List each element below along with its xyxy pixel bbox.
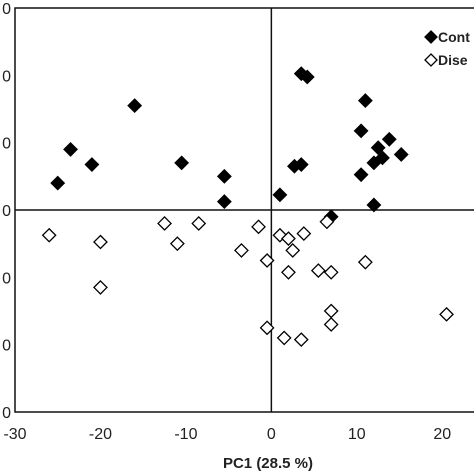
disease-data-point	[276, 330, 292, 346]
disease-data-point	[439, 306, 454, 322]
control-data-point	[375, 150, 390, 166]
disease-data-point	[319, 214, 335, 230]
y-tick-label: 0	[2, 136, 11, 153]
disease-data-point	[310, 263, 326, 279]
disease-data-point	[323, 317, 339, 332]
disease-data-point	[169, 236, 185, 252]
disease-data-point	[93, 234, 108, 250]
legend-label-disease: Dise	[438, 52, 468, 68]
control-data-point	[216, 168, 232, 184]
legend-label-control: Cont	[438, 29, 470, 45]
legend-diamond-filled	[424, 30, 438, 44]
y-tick-label: 0	[2, 270, 11, 287]
disease-data-point	[251, 219, 266, 235]
control-data-point	[381, 131, 397, 147]
x-axis-label: PC1 (28.5 %)	[223, 455, 313, 472]
y-tick-label: 0	[2, 68, 11, 85]
control-data-point	[357, 93, 373, 109]
disease-data-point	[357, 254, 373, 270]
x-axis-ticks: -30 -20 -10 0 10 20	[3, 426, 451, 443]
data-points	[41, 66, 454, 348]
control-data-point	[299, 69, 315, 85]
x-tick-label: -30	[3, 426, 26, 443]
disease-data-point	[323, 303, 339, 319]
disease-data-point	[259, 253, 275, 268]
y-axis-ticks: 0 0 0 0 0 0 0	[2, 1, 11, 422]
disease-data-point	[41, 227, 57, 243]
control-data-point	[370, 140, 386, 156]
control-data-point	[353, 123, 369, 139]
disease-data-point	[281, 231, 296, 247]
control-data-point	[216, 194, 232, 210]
x-tick-label: -10	[174, 426, 197, 443]
x-tick-label: 10	[348, 426, 366, 443]
control-data-point	[50, 175, 66, 191]
disease-data-point	[323, 264, 339, 280]
legend: Cont Dise	[424, 29, 470, 68]
legend-diamond-open	[424, 53, 438, 67]
control-data-point	[293, 157, 309, 172]
y-tick-label: 0	[2, 203, 11, 220]
control-data-point	[353, 167, 369, 183]
disease-data-point	[285, 242, 301, 258]
control-data-point	[63, 141, 78, 157]
x-tick-label: 0	[267, 426, 276, 443]
disease-data-point	[157, 216, 172, 231]
control-data-point	[174, 155, 190, 171]
disease-data-point	[259, 320, 275, 336]
disease-data-point	[191, 216, 207, 231]
y-tick-label: 0	[2, 1, 11, 18]
legend-marker-disease	[424, 53, 438, 67]
y-tick-label: 0	[2, 338, 11, 355]
y-tick-label: 0	[2, 405, 11, 422]
control-data-point	[127, 98, 143, 114]
control-data-point	[393, 147, 409, 162]
x-tick-label: -20	[89, 426, 112, 443]
control-data-point	[84, 157, 100, 172]
disease-data-point	[281, 264, 296, 280]
disease-data-point	[93, 280, 108, 295]
control-data-point	[366, 197, 382, 213]
disease-data-point	[296, 226, 312, 241]
disease-data-point	[234, 242, 249, 258]
legend-marker-control	[424, 30, 438, 44]
disease-data-point	[293, 332, 309, 348]
control-data-point	[272, 187, 288, 203]
x-tick-label: 20	[433, 426, 451, 443]
